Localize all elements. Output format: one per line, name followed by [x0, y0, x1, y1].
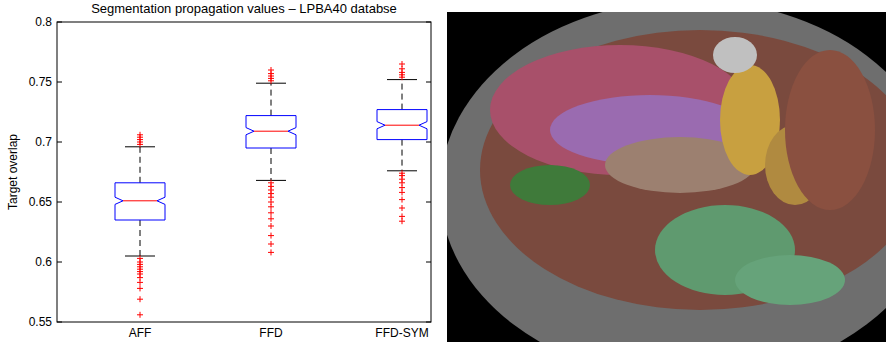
region — [735, 255, 845, 305]
y-tick — [57, 322, 62, 323]
y-axis-label: Target overlap — [6, 134, 20, 210]
y-tick-label: 0.65 — [29, 195, 53, 209]
y-tick-label: 0.6 — [35, 255, 52, 269]
outlier — [268, 223, 274, 229]
outlier — [399, 197, 405, 203]
outlier — [268, 216, 274, 222]
outlier — [268, 241, 274, 247]
plot-frame — [57, 22, 431, 322]
outlier — [268, 67, 274, 73]
outlier — [137, 132, 143, 138]
y-tick — [426, 82, 431, 83]
region — [713, 37, 757, 73]
outlier — [268, 204, 274, 210]
y-tick — [57, 22, 62, 23]
y-tick — [426, 202, 431, 203]
outlier — [268, 233, 274, 239]
y-tick-label: 0.7 — [35, 135, 52, 149]
outlier — [268, 210, 274, 216]
outlier — [399, 61, 405, 67]
lower-whisker — [402, 140, 403, 171]
figure: Segmentation propagation values – LPBA40… — [0, 0, 886, 342]
y-tick-label: 0.55 — [29, 315, 53, 329]
y-tick — [57, 142, 62, 143]
region — [785, 50, 875, 210]
y-tick — [426, 22, 431, 23]
box — [246, 116, 296, 148]
upper-whisker — [402, 80, 403, 110]
y-tick — [57, 202, 62, 203]
y-tick — [426, 262, 431, 263]
y-tick — [57, 262, 62, 263]
box — [115, 183, 165, 220]
lower-whisker — [140, 220, 141, 256]
outlier — [137, 312, 143, 318]
outlier — [399, 218, 405, 224]
y-tick — [57, 82, 62, 83]
head — [447, 12, 886, 342]
outlier — [399, 189, 405, 195]
outlier — [268, 249, 274, 255]
lower-whisker — [271, 148, 272, 180]
median — [385, 125, 419, 126]
y-tick — [426, 322, 431, 323]
upper-whisker — [140, 147, 141, 183]
title: Segmentation propagation values – LPBA40… — [91, 1, 397, 16]
x-tick-label: FFD-SYM — [375, 326, 428, 340]
brain — [480, 30, 886, 310]
outlier — [399, 205, 405, 211]
y-tick-label: 0.75 — [29, 75, 53, 89]
box — [377, 110, 427, 140]
x-tick-label: FFD — [259, 326, 283, 340]
plot-area — [115, 61, 427, 318]
x-tick-label: AFF — [129, 326, 152, 340]
y-tick — [426, 142, 431, 143]
median — [123, 200, 157, 201]
outlier — [137, 279, 143, 285]
region — [510, 165, 590, 205]
upper-whisker — [271, 83, 272, 115]
outlier — [137, 296, 143, 302]
y-tick-label: 0.8 — [35, 15, 52, 29]
brain-image — [447, 12, 886, 342]
outlier — [137, 285, 143, 291]
median — [254, 131, 288, 132]
